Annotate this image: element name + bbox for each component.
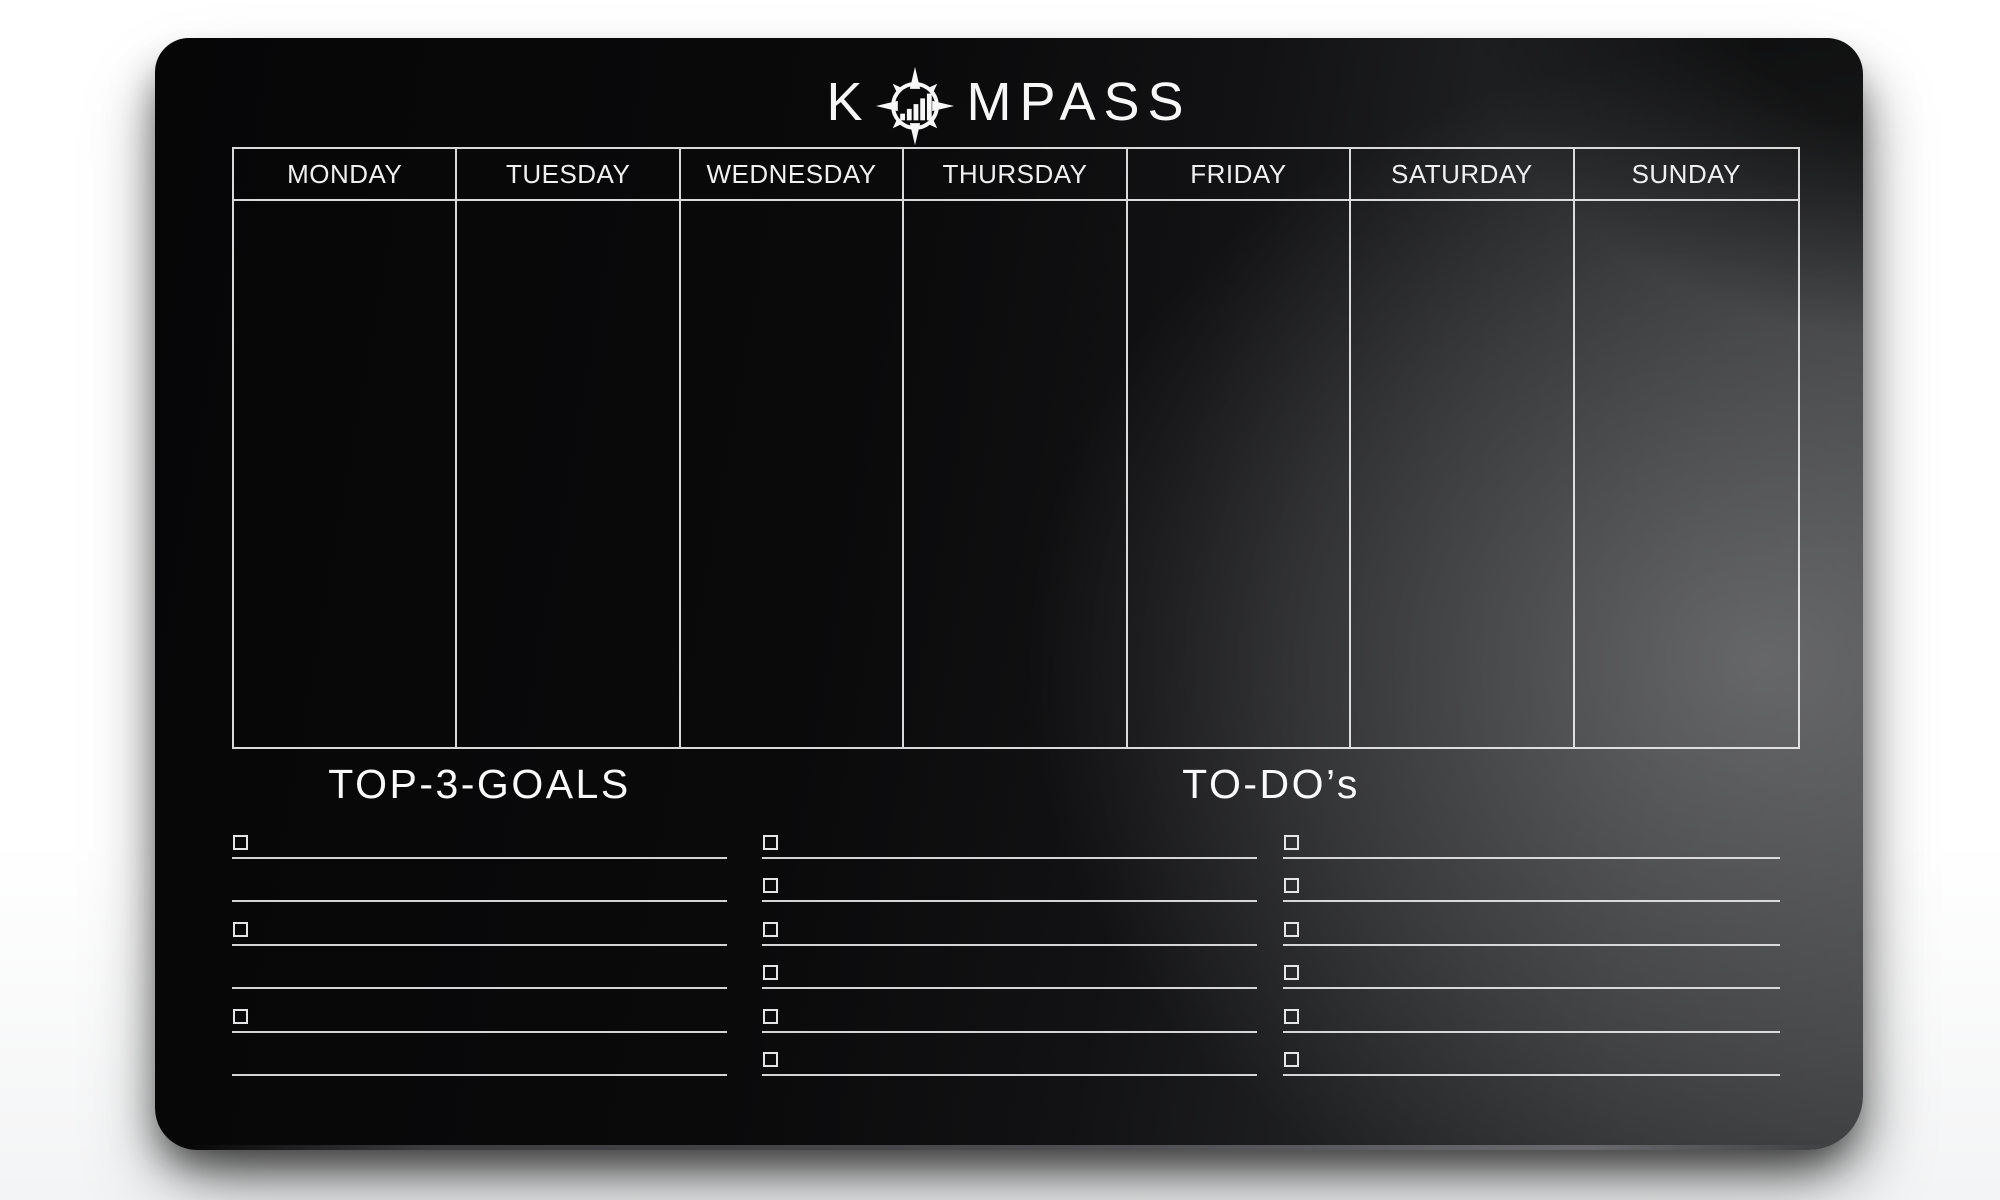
planner-board: K [155, 38, 1863, 1150]
todo-list-column-1 [762, 815, 1257, 1076]
todo-checkbox[interactable] [763, 965, 778, 980]
day-header-sunday: SUNDAY [1631, 158, 1741, 189]
todos-section-title: TO-DO’s [1182, 761, 1360, 807]
goal-writing-line[interactable] [232, 859, 727, 902]
day-header-tuesday: TUESDAY [457, 149, 681, 199]
goal-checkbox[interactable] [233, 834, 248, 850]
day-header-monday: MONDAY [234, 149, 458, 199]
todo-checkbox[interactable] [763, 878, 778, 893]
day-header-wednesday: WEDNESDAY [681, 149, 905, 199]
day-column-sunday[interactable] [1575, 201, 1798, 747]
todo-list-column-2 [1283, 815, 1780, 1076]
todo-line[interactable] [1283, 815, 1780, 859]
day-header-saturday: SATURDAY [1351, 149, 1575, 199]
todo-checkbox[interactable] [763, 1008, 778, 1024]
day-column-wednesday[interactable] [681, 201, 905, 747]
todo-checkbox[interactable] [1284, 921, 1299, 937]
goal-writing-line[interactable] [232, 946, 727, 989]
logo-text-suffix: MPASS [966, 72, 1192, 132]
todo-checkbox[interactable] [763, 1052, 778, 1067]
day-column-monday[interactable] [234, 201, 458, 747]
week-body-row [232, 201, 1800, 749]
brand-logo: K [155, 60, 1863, 146]
todo-line[interactable] [762, 1033, 1257, 1076]
day-column-tuesday[interactable] [457, 201, 681, 747]
goal-line-with-checkbox[interactable] [232, 815, 727, 859]
day-column-thursday[interactable] [904, 201, 1128, 747]
goal-writing-line[interactable] [232, 1033, 727, 1076]
todo-line[interactable] [1283, 989, 1780, 1033]
todo-line[interactable] [762, 989, 1257, 1033]
day-header-thursday: THURSDAY [904, 149, 1128, 199]
todo-line[interactable] [762, 946, 1257, 989]
compass-bar-chart-icon [876, 66, 955, 146]
todo-checkbox[interactable] [1284, 878, 1299, 893]
todo-line[interactable] [1283, 946, 1780, 989]
todo-line[interactable] [1283, 1033, 1780, 1076]
todo-checkbox[interactable] [1284, 834, 1299, 850]
todo-checkbox[interactable] [1284, 965, 1299, 980]
day-column-saturday[interactable] [1351, 201, 1575, 747]
goals-list [232, 815, 727, 1076]
goal-checkbox[interactable] [233, 1008, 248, 1024]
goals-section-title: TOP-3-GOALS [328, 761, 631, 807]
todo-checkbox[interactable] [1284, 1008, 1299, 1024]
logo-text-prefix: K [826, 72, 871, 132]
day-header-friday: FRIDAY [1128, 149, 1352, 199]
todo-checkbox[interactable] [763, 921, 778, 937]
todo-line[interactable] [1283, 902, 1780, 946]
goal-line-with-checkbox[interactable] [232, 989, 727, 1033]
day-column-friday[interactable] [1128, 201, 1352, 747]
week-grid: MONDAY TUESDAY WEDNESDAY THURSDAY FRIDAY… [232, 147, 1800, 749]
todo-checkbox[interactable] [1284, 1052, 1299, 1067]
todo-line[interactable] [762, 902, 1257, 946]
todo-line[interactable] [762, 859, 1257, 902]
week-header-row: MONDAY TUESDAY WEDNESDAY THURSDAY FRIDAY… [232, 147, 1800, 201]
goal-line-with-checkbox[interactable] [232, 902, 727, 946]
todo-line[interactable] [1283, 859, 1780, 902]
todo-checkbox[interactable] [763, 834, 778, 850]
todo-line[interactable] [762, 815, 1257, 859]
goal-checkbox[interactable] [233, 921, 248, 937]
